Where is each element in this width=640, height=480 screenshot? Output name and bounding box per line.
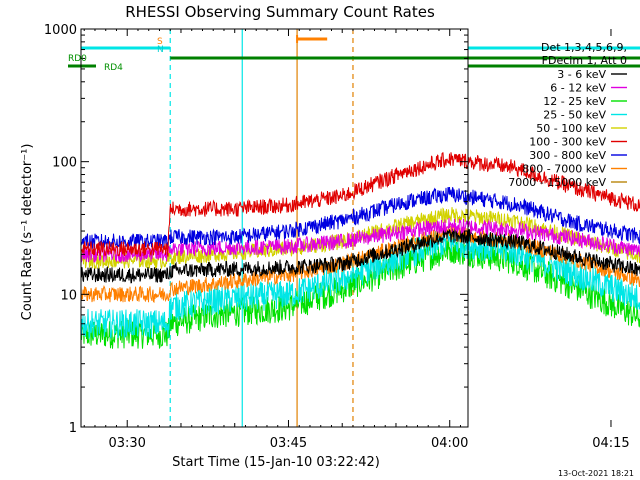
y-tick-label: 10 xyxy=(60,288,77,303)
y-tick-label: 1000 xyxy=(44,23,77,38)
x-tick-label: 03:45 xyxy=(270,436,307,451)
timeline-bars xyxy=(68,35,640,68)
x-axis-label: Start Time (15-Jan-10 03:22:42) xyxy=(172,455,380,470)
rd4-label: RD4 xyxy=(104,63,123,73)
series-line-6 xyxy=(80,186,640,251)
rd0-label: RD0 xyxy=(68,54,87,64)
legend-label: 50 - 100 keV xyxy=(536,122,606,135)
x-tick-label: 04:00 xyxy=(431,436,468,451)
series-line-4 xyxy=(80,207,640,270)
legend: Det 1,3,4,5,6,9, FDecim 1, Att 0 3 - 6 k… xyxy=(508,41,627,189)
series-line-2 xyxy=(80,236,640,349)
series-line-1 xyxy=(80,217,640,263)
plot-frame xyxy=(80,28,469,428)
series-lines xyxy=(80,152,640,349)
legend-label: 100 - 300 keV xyxy=(529,136,606,149)
legend-label: 12 - 25 keV xyxy=(543,95,606,108)
y-axis: 1 10 100 1000 xyxy=(44,23,468,436)
y-tick-label: 100 xyxy=(52,156,77,171)
timeline-labels: RD0 RD4 S N xyxy=(68,37,164,73)
legend-label: 25 - 50 keV xyxy=(543,109,606,122)
legend-header-line-1: Det 1,3,4,5,6,9, xyxy=(541,41,627,54)
x-tick-label: 04:15 xyxy=(592,436,629,451)
legend-label: 300 - 800 keV xyxy=(529,149,606,162)
chart-title: RHESSI Observing Summary Count Rates xyxy=(125,3,435,21)
legend-header-line-2: FDecim 1, Att 0 xyxy=(542,54,627,67)
n-label: N xyxy=(157,45,164,55)
s-label: S xyxy=(157,37,163,47)
legend-label: 6 - 12 keV xyxy=(550,82,606,95)
plot-lines xyxy=(68,29,640,427)
x-tick-label: 03:30 xyxy=(108,436,145,451)
y-axis-label: Count Rate (s⁻¹ detector⁻¹) xyxy=(20,144,35,321)
legend-label: 3 - 6 keV xyxy=(557,68,606,81)
legend-label: 800 - 7000 keV xyxy=(522,163,606,176)
legend-label: 7000 - 15000 keV xyxy=(508,176,606,189)
series-line-0 xyxy=(80,227,640,284)
footer-date: 13-Oct-2021 18:21 xyxy=(558,469,634,478)
series-line-5 xyxy=(80,152,640,257)
y-tick-label: 1 xyxy=(69,421,77,436)
